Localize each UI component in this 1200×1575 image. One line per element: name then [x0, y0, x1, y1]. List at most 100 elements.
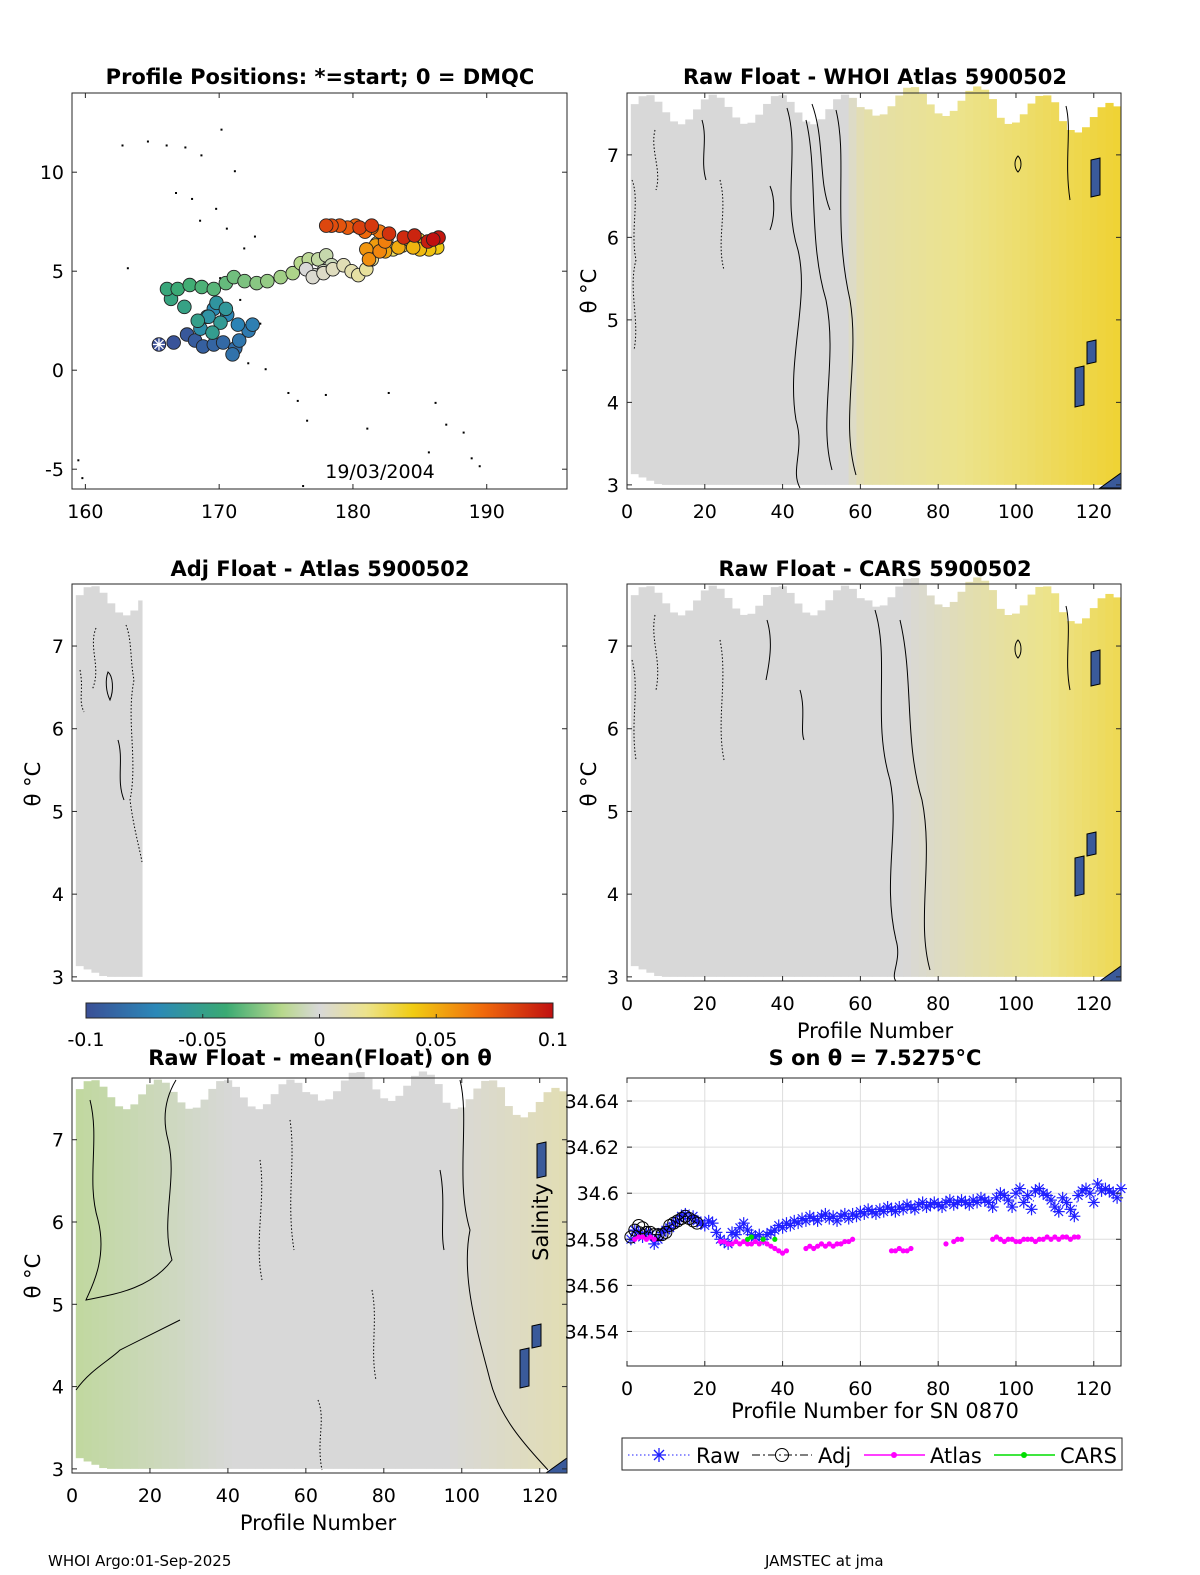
island-dot: [324, 393, 327, 396]
atlas-point: [752, 1238, 758, 1245]
raw-point: [1017, 1196, 1030, 1209]
cars-point: [744, 1236, 751, 1242]
raw-cars-cell: [794, 603, 803, 977]
raw-mean-cell: [481, 1080, 490, 1469]
series-adj-line: [630, 1215, 698, 1238]
raw-whoi-cell: [910, 87, 920, 485]
raw-point: [1115, 1182, 1127, 1195]
atlas-point: [888, 1248, 895, 1254]
island-dot: [165, 144, 168, 147]
positions-xtick-label: 170: [201, 501, 237, 523]
raw-mean-cell: [83, 1081, 92, 1462]
raw-mean-cell: [364, 1078, 373, 1469]
atlas-point: [908, 1245, 914, 1252]
cars-point: [748, 1234, 755, 1240]
raw-cars-cell: [1113, 597, 1122, 977]
raw-mean-cell: [403, 1085, 412, 1469]
atlas-point: [818, 1241, 825, 1247]
island-dot: [462, 431, 465, 434]
raw-cars-panel: Raw Float - CARS 5900502 0 20 40 60 80 100 120…: [577, 557, 1122, 1043]
adj-atlas-ticks: 3 4 5 6 7: [52, 636, 567, 989]
raw-cars-ytick-label: 5: [607, 801, 619, 823]
positions-ticks: 160 170 180 190 -5 0 5 10: [40, 93, 567, 523]
raw-point: [1025, 1203, 1038, 1216]
atlas-point: [892, 1248, 898, 1254]
atlas-point: [1052, 1234, 1058, 1240]
raw-mean-ylabel: θ °C: [21, 1254, 45, 1299]
cars-point: [772, 1236, 778, 1242]
atlas-point: [1021, 1236, 1027, 1242]
atlas-point: [643, 1236, 650, 1242]
atlas-point: [744, 1241, 751, 1247]
raw-point: [1087, 1196, 1100, 1209]
adj-atlas-heatmap: [75, 586, 143, 977]
raw-mean-xtick-label: 40: [216, 1485, 240, 1507]
adj-atlas-title: Adj Float - Atlas 5900502: [170, 557, 469, 581]
island-dot: [146, 140, 149, 143]
raw-whoi-dotted-contours: [631, 129, 725, 351]
positions-ytick-label: 5: [52, 261, 64, 283]
track-point: [364, 218, 379, 233]
raw-point: [1052, 1205, 1065, 1218]
atlas-point: [1075, 1234, 1081, 1240]
raw-mean-cell: [512, 1114, 521, 1469]
raw-whoi-cell: [941, 115, 951, 485]
island-dot: [387, 391, 390, 394]
atlas-point: [1060, 1234, 1066, 1240]
raw-whoi-cell: [1019, 114, 1029, 485]
adj-point: [682, 1212, 696, 1226]
raw-mean-ytick-label: 3: [52, 1459, 64, 1481]
raw-cars-cell: [1066, 621, 1075, 977]
raw-cars-cell: [708, 585, 717, 977]
raw-cars-cell: [856, 598, 865, 977]
atlas-point: [807, 1243, 813, 1249]
raw-whoi-cell: [708, 94, 717, 485]
legend-item-adj: Adj: [752, 1444, 851, 1468]
raw-whoi-cell: [763, 103, 772, 485]
island-dot: [306, 419, 309, 422]
raw-mean-cell: [465, 1099, 474, 1469]
legend-cars-marker: [1021, 1452, 1027, 1458]
raw-cars-cell: [965, 581, 974, 977]
atlas-point: [717, 1238, 723, 1245]
raw-mean-cell: [99, 1086, 108, 1469]
adj-atlas-ylabel: θ °C: [21, 762, 45, 807]
raw-point: [737, 1217, 750, 1230]
track-point: [260, 273, 275, 289]
raw-cars-xtick-label: 40: [770, 993, 794, 1015]
raw-whoi-ytick-label: 4: [607, 392, 619, 414]
island-dot: [126, 267, 129, 270]
raw-cars-cell: [1035, 586, 1044, 977]
atlas-point: [721, 1238, 727, 1245]
raw-mean-cell: [411, 1075, 420, 1469]
legend-item-cars: CARS: [994, 1444, 1117, 1468]
raw-cars-xlabel: Profile Number: [797, 1019, 954, 1043]
track-point: [407, 228, 422, 243]
raw-whoi-cell: [1058, 121, 1067, 485]
adj-atlas-cell: [91, 586, 100, 973]
raw-mean-cell: [200, 1099, 209, 1469]
track-point: [215, 335, 231, 350]
raw-whoi-cell: [856, 107, 865, 485]
atlas-point: [651, 1236, 657, 1242]
raw-cars-cell: [1097, 598, 1106, 977]
atlas-point: [951, 1238, 957, 1245]
salinity-ytick-label: 34.54: [565, 1321, 619, 1343]
raw-point: [1068, 1210, 1081, 1223]
raw-cars-cell: [739, 614, 748, 977]
track-point: [425, 232, 441, 247]
adj-atlas-cell: [138, 600, 143, 977]
raw-cars-cell: [770, 587, 780, 977]
raw-whoi-ticks: 0 20 40 60 80 100 120 3 4 5 6 7: [607, 93, 1121, 523]
atlas-point: [772, 1245, 778, 1252]
legend-atlas-label: Atlas: [930, 1444, 982, 1468]
raw-cars-contours: [765, 605, 1071, 982]
series-cars: [744, 1234, 778, 1242]
raw-cars-ylabel: θ °C: [577, 762, 601, 807]
adj-atlas-axes: [72, 584, 567, 981]
raw-mean-dotted-contours: [258, 1119, 377, 1471]
track-point: [225, 347, 240, 362]
track-point: [170, 281, 185, 297]
track-point: [285, 265, 300, 281]
